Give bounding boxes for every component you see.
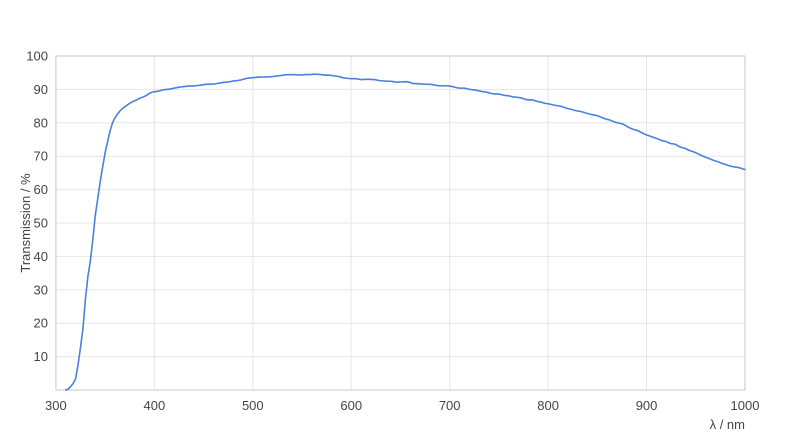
svg-text:Transmission / %: Transmission / % [18, 173, 33, 273]
svg-text:80: 80 [34, 115, 48, 130]
svg-text:70: 70 [34, 149, 48, 164]
svg-text:100: 100 [26, 49, 48, 64]
svg-text:90: 90 [34, 82, 48, 97]
svg-text:60: 60 [34, 182, 48, 197]
svg-text:20: 20 [34, 316, 48, 331]
svg-text:30: 30 [34, 282, 48, 297]
svg-text:600: 600 [340, 398, 362, 413]
svg-text:λ / nm: λ / nm [710, 417, 745, 432]
svg-text:300: 300 [45, 398, 67, 413]
svg-text:500: 500 [242, 398, 264, 413]
svg-text:400: 400 [143, 398, 165, 413]
svg-text:900: 900 [636, 398, 658, 413]
svg-text:40: 40 [34, 249, 48, 264]
svg-text:1000: 1000 [731, 398, 760, 413]
svg-text:10: 10 [34, 349, 48, 364]
svg-text:700: 700 [439, 398, 461, 413]
svg-text:50: 50 [34, 216, 48, 231]
svg-text:800: 800 [537, 398, 559, 413]
